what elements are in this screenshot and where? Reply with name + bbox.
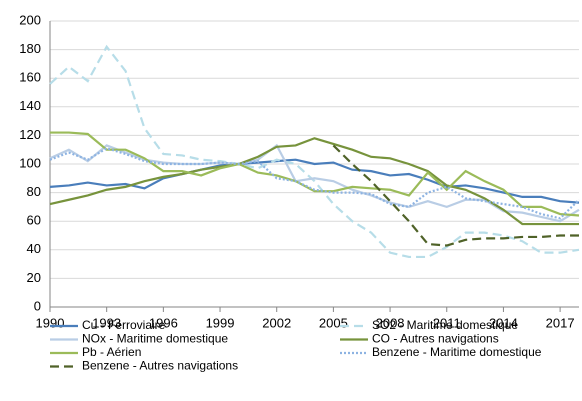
x-tick-label: 2011 [433,315,461,330]
x-tick-label: 1993 [92,315,121,330]
y-tick-label: 60 [27,213,41,228]
x-tick-label: 2014 [489,315,518,330]
legend-label: Benzene - Autres navigations [82,359,238,373]
x-tick-label: 2002 [262,315,291,330]
series-line [49,44,580,259]
x-tick-label: 2005 [319,315,348,330]
y-tick-label: 120 [19,127,41,142]
y-tick-label: 40 [27,241,41,256]
series-line [49,143,580,223]
series-line [332,144,579,247]
legend-label: SO2 - Maritime domestique [372,318,518,332]
x-tick-label: 1999 [206,315,235,330]
x-tick-label: 2017 [546,315,575,330]
series-line [49,137,579,226]
legend-label: Cu - Ferroviaire [82,318,166,332]
series-line [49,147,580,220]
x-tick-label: 2008 [376,315,405,330]
legend-label: Pb - Aérien [82,345,141,359]
x-tick-label: 1996 [149,315,178,330]
x-tick-label: 1990 [36,315,65,330]
y-tick-label: 160 [19,70,41,85]
legend-label: CO - Autres navigations [372,332,499,346]
y-tick-label: 200 [19,12,41,27]
legend-label: Benzene - Maritime domestique [372,345,542,359]
y-tick-label: 100 [19,155,41,170]
y-tick-label: 180 [19,41,41,56]
y-tick-label: 140 [19,98,41,113]
y-tick-label: 80 [27,184,41,199]
legend-label: NOx - Maritime domestique [82,332,228,346]
y-tick-label: 20 [27,270,41,285]
series-line [50,131,580,217]
y-tick-label: 0 [34,298,41,313]
series-line [49,158,580,204]
